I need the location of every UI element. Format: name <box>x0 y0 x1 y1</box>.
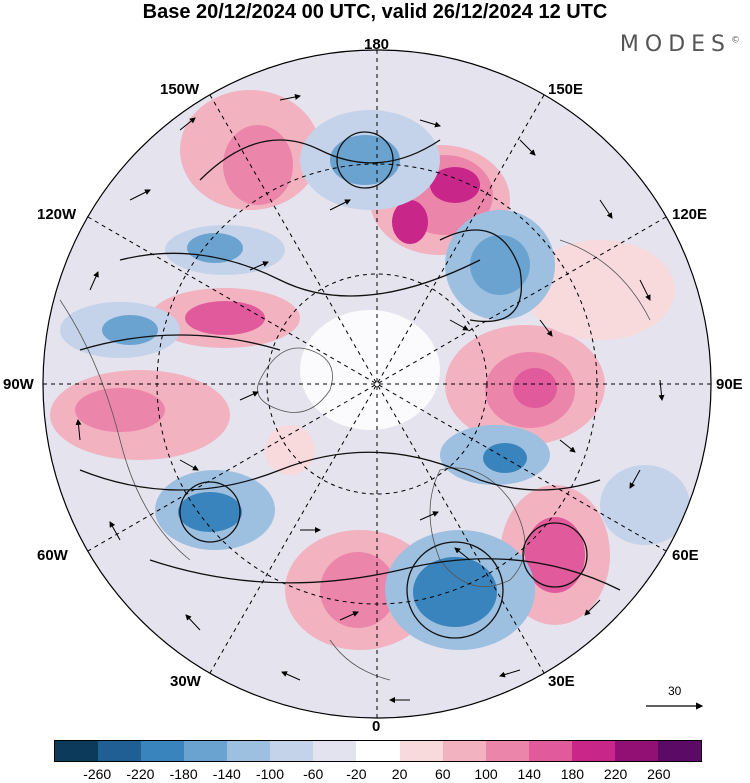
colorbar-swatch <box>399 741 443 761</box>
colorbar-tick-label: 20 <box>391 766 408 782</box>
lon-label-120e: 120E <box>672 206 708 223</box>
colorbar-swatch <box>313 741 357 761</box>
colorbar-tick-label: -260 <box>83 766 112 782</box>
brand-name: MODES <box>619 32 731 57</box>
lon-label-150e: 150E <box>548 81 584 98</box>
colorbar-swatch <box>614 741 658 761</box>
colorbar-tick-label: 60 <box>435 766 451 782</box>
colorbar-swatch <box>657 741 701 761</box>
colorbar-tick-label: 220 <box>603 766 628 782</box>
coastlines <box>59 239 651 681</box>
lon-label-60w: 60W <box>37 547 68 564</box>
lon-label-90e: 90E <box>716 376 743 393</box>
polar-map <box>42 49 712 719</box>
wind-vectors <box>75 94 665 703</box>
colorbar <box>54 740 702 762</box>
colorbar-swatch <box>55 741 99 761</box>
colorbar-tick-label: -140 <box>212 766 241 782</box>
colorbar-swatch <box>485 741 529 761</box>
colorbar-swatch <box>227 741 271 761</box>
colorbar-tick-label: -20 <box>346 766 367 782</box>
colorbar-ticks: -260 -220 -180 -140 -100 -60 -20 20 60 100 140 180 2… <box>54 766 702 782</box>
lon-label-0: 0 <box>372 718 381 735</box>
lon-label-30w: 30W <box>170 673 201 690</box>
lon-label-180: 180 <box>364 36 390 53</box>
colorbar-swatch <box>442 741 486 761</box>
anomaly-field <box>43 50 711 718</box>
colorbar-tick-label: -180 <box>169 766 198 782</box>
colorbar-swatch <box>270 741 314 761</box>
colorbar-swatch <box>184 741 228 761</box>
colorbar-tick-label: 140 <box>517 766 541 782</box>
colorbar-swatch <box>356 741 400 761</box>
height-contours <box>79 131 621 639</box>
graticule <box>43 50 711 718</box>
colorbar-tick-label: -100 <box>255 766 285 782</box>
colorbar-tick-label: 260 <box>647 766 671 782</box>
negative-anomalies <box>60 110 690 650</box>
colorbar-swatch <box>528 741 572 761</box>
colorbar-swatch <box>98 741 142 761</box>
colorbar-tick-label: 100 <box>474 766 498 782</box>
colorbar-tick-label: 180 <box>560 766 585 782</box>
colorbar-swatch <box>141 741 185 761</box>
modes-logo: MODES© <box>620 32 740 57</box>
lon-label-60e: 60E <box>672 547 699 564</box>
brand-mark: © <box>731 35 740 46</box>
lon-label-150w: 150W <box>160 81 200 98</box>
reference-vector-label: 30 <box>668 684 682 698</box>
lon-label-30e: 30E <box>548 673 575 690</box>
colorbar-swatch <box>571 741 615 761</box>
colorbar-tick-label: -220 <box>126 766 155 782</box>
map-title: Base 20/12/2024 00 UTC, valid 26/12/2024… <box>142 1 608 23</box>
map-border <box>42 49 712 719</box>
lon-label-90w: 90W <box>3 376 34 393</box>
colorbar-tick-label: -60 <box>303 766 324 782</box>
lon-label-120w: 120W <box>37 206 77 223</box>
